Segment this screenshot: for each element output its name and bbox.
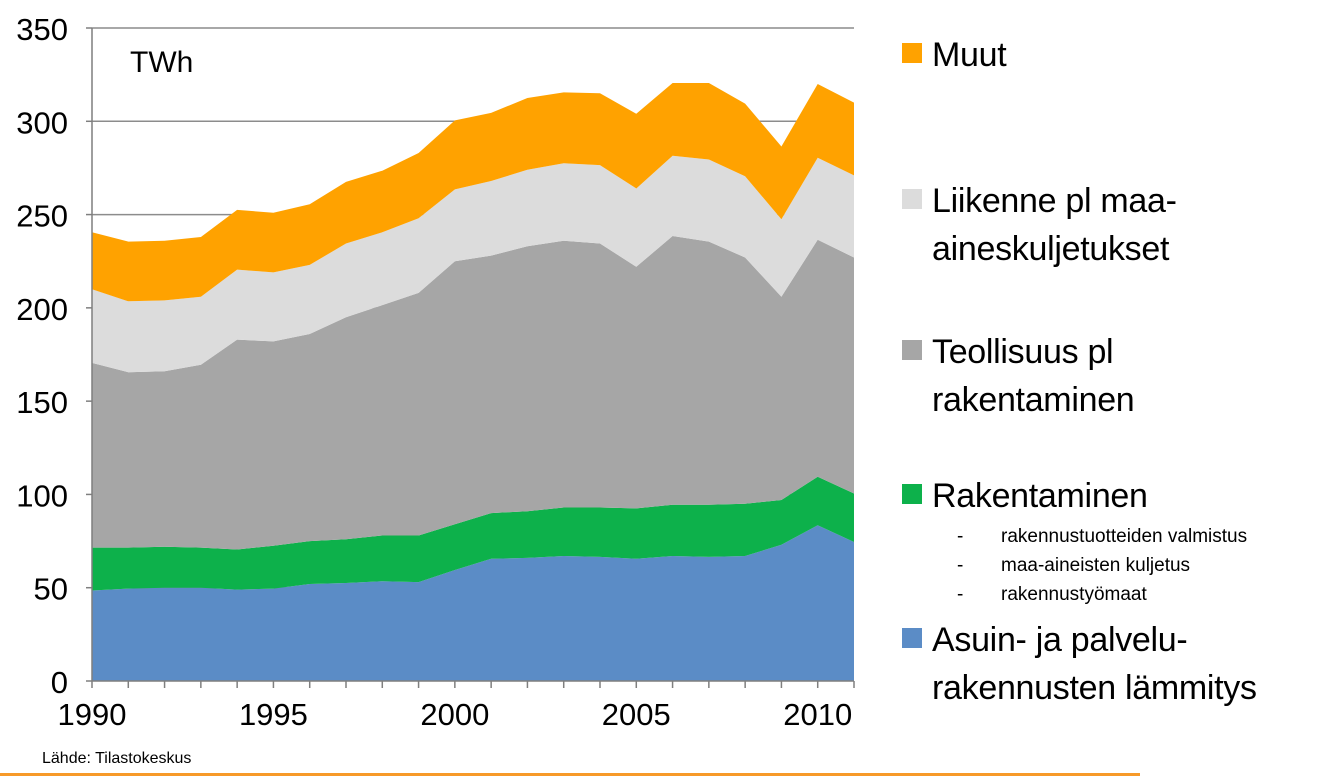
legend: Muut Liikenne pl maa- aineskuljetukset T… (902, 0, 1322, 740)
x-tick-label: 2000 (420, 697, 489, 732)
y-tick-label: 200 (16, 292, 68, 327)
legend-swatch-asuin (902, 628, 922, 648)
x-tick-label: 2005 (602, 697, 671, 732)
legend-label-asuin: Asuin- ja palvelu- rakennusten lämmitys (932, 621, 1257, 707)
subitem-text: maa-aineisten kuljetus (1001, 555, 1191, 576)
subitem-dash: - (957, 526, 964, 547)
x-tick-label: 1990 (58, 697, 127, 732)
source-note: Lähde: Tilastokeskus (42, 750, 192, 767)
y-tick-label: 50 (34, 572, 68, 607)
legend-label-teollisuus: Teollisuus pl rakentaminen (932, 333, 1135, 419)
y-tick-label: 150 (16, 385, 68, 420)
area-series-2 (92, 476, 854, 591)
legend-item-teollisuus: Teollisuus pl rakentaminen (902, 328, 1135, 424)
area-series-5 (92, 83, 854, 302)
legend-item-asuin: Asuin- ja palvelu- rakennusten lämmitys (902, 616, 1257, 712)
legend-swatch-liikenne (902, 189, 922, 209)
legend-subitem: - rakennustuotteiden valmistus (957, 522, 1247, 551)
y-tick-label: 250 (16, 199, 68, 234)
x-tick-label: 1995 (239, 697, 308, 732)
bottom-accent-rule (0, 773, 1140, 776)
legend-subitems: - rakennustuotteiden valmistus - maa-ain… (957, 522, 1247, 609)
legend-swatch-muut (902, 43, 922, 63)
y-tick-label: 0 (51, 665, 68, 700)
area-series-1 (92, 525, 854, 681)
y-tick-label: 100 (16, 478, 68, 513)
subitem-text: rakennustuotteiden valmistus (1001, 526, 1248, 547)
legend-item-muut: Muut (902, 31, 1007, 79)
y-tick-label: 300 (16, 105, 68, 140)
legend-label-muut: Muut (932, 36, 1007, 74)
subitem-text: rakennustyömaat (1001, 584, 1147, 605)
area-series-4 (92, 155, 854, 373)
unit-label: TWh (130, 46, 193, 79)
legend-subitem: - rakennustyömaat (957, 580, 1247, 609)
legend-swatch-rakentaminen (902, 484, 922, 504)
legend-item-liikenne: Liikenne pl maa- aineskuljetukset (902, 177, 1177, 273)
legend-item-rakentaminen: Rakentaminen (902, 472, 1148, 520)
x-tick-label: 2010 (783, 697, 852, 732)
legend-swatch-teollisuus (902, 340, 922, 360)
area-series-3 (92, 236, 854, 550)
area-series-group (92, 83, 854, 681)
subitem-dash: - (957, 555, 964, 576)
subitem-dash: - (957, 584, 964, 605)
legend-label-rakentaminen: Rakentaminen (932, 477, 1148, 515)
axes: 0 50 100 150 200 250 300 350 1990 1995 2000 2005 201… (16, 12, 855, 732)
y-tick-label: 350 (16, 12, 68, 47)
legend-subitem: - maa-aineisten kuljetus (957, 551, 1247, 580)
legend-label-liikenne: Liikenne pl maa- aineskuljetukset (932, 182, 1177, 268)
